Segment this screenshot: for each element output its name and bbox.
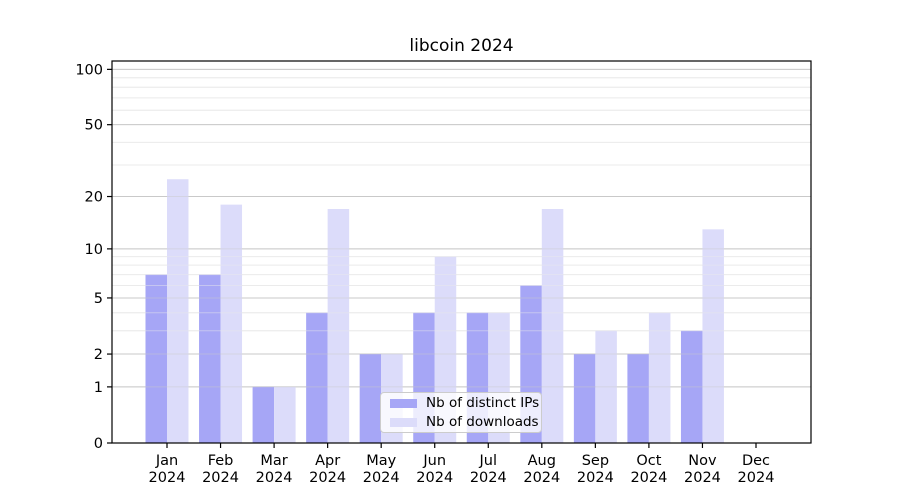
x-tick-label-year: 2024	[684, 470, 721, 486]
legend-item-downloads: Nb of downloads	[381, 414, 541, 430]
y-tick-label: 10	[85, 242, 103, 258]
legend: Nb of distinct IPs Nb of downloads	[380, 392, 542, 433]
bar-downloads-jan	[167, 179, 189, 443]
legend-item-distinct-ips: Nb of distinct IPs	[381, 395, 541, 411]
y-tick-label: 0	[94, 436, 103, 452]
bar-distinct-ips-oct	[627, 354, 649, 443]
y-tick-label: 100	[75, 62, 103, 78]
x-tick-label-month: Nov	[688, 453, 717, 469]
bar-distinct-ips-jan	[145, 274, 167, 443]
x-tick-label-month: May	[366, 453, 396, 469]
x-tick-label-month: Mar	[260, 453, 287, 469]
x-tick-label-year: 2024	[577, 470, 614, 486]
bar-distinct-ips-sep	[573, 354, 596, 443]
bar-distinct-ips-feb	[199, 274, 221, 443]
legend-label-downloads: Nb of downloads	[426, 414, 539, 430]
x-tick-label-month: Jan	[155, 453, 178, 469]
legend-label-distinct-ips: Nb of distinct IPs	[426, 395, 540, 411]
x-tick-label-year: 2024	[523, 470, 560, 486]
bar-downloads-apr	[327, 209, 350, 443]
bar-distinct-ips-may	[359, 354, 382, 443]
y-tick-label: 20	[85, 190, 103, 206]
bar-downloads-feb	[220, 204, 243, 443]
x-tick-label-month: Dec	[742, 453, 770, 469]
y-tick-label: 5	[94, 291, 103, 307]
x-tick-label-year: 2024	[309, 470, 346, 486]
bar-downloads-mar	[274, 386, 296, 443]
x-tick-label-year: 2024	[416, 470, 453, 486]
x-tick-label-year: 2024	[363, 470, 400, 486]
x-tick-label-month: Sep	[582, 453, 609, 469]
x-tick-label-year: 2024	[149, 470, 186, 486]
bar-downloads-nov	[702, 229, 724, 443]
x-tick-label-month: Jun	[422, 453, 446, 469]
bar-distinct-ips-mar	[252, 386, 275, 443]
bar-distinct-ips-apr	[306, 312, 328, 443]
y-tick-label: 1	[94, 380, 103, 396]
bar-downloads-aug	[541, 209, 564, 443]
x-tick-label-month: Feb	[208, 453, 234, 469]
x-tick-label-month: Oct	[636, 453, 661, 469]
x-tick-label-month: Apr	[315, 453, 340, 469]
bar-downloads-sep	[595, 330, 617, 443]
x-tick-label-month: Jul	[479, 453, 498, 469]
x-tick-label-year: 2024	[470, 470, 507, 486]
plot-border	[111, 60, 812, 444]
x-tick-label-year: 2024	[256, 470, 293, 486]
x-tick-label-year: 2024	[630, 470, 667, 486]
y-tick-label: 2	[94, 347, 103, 363]
x-tick-label-month: Aug	[528, 453, 556, 469]
chart-title: libcoin 2024	[409, 36, 514, 56]
x-tick-label-year: 2024	[738, 470, 775, 486]
x-tick-label-year: 2024	[202, 470, 239, 486]
y-tick-label: 50	[85, 118, 103, 134]
legend-swatch-distinct-ips	[390, 398, 417, 408]
bar-downloads-oct	[648, 312, 671, 443]
bar-distinct-ips-nov	[680, 330, 703, 443]
legend-swatch-downloads	[390, 417, 417, 427]
